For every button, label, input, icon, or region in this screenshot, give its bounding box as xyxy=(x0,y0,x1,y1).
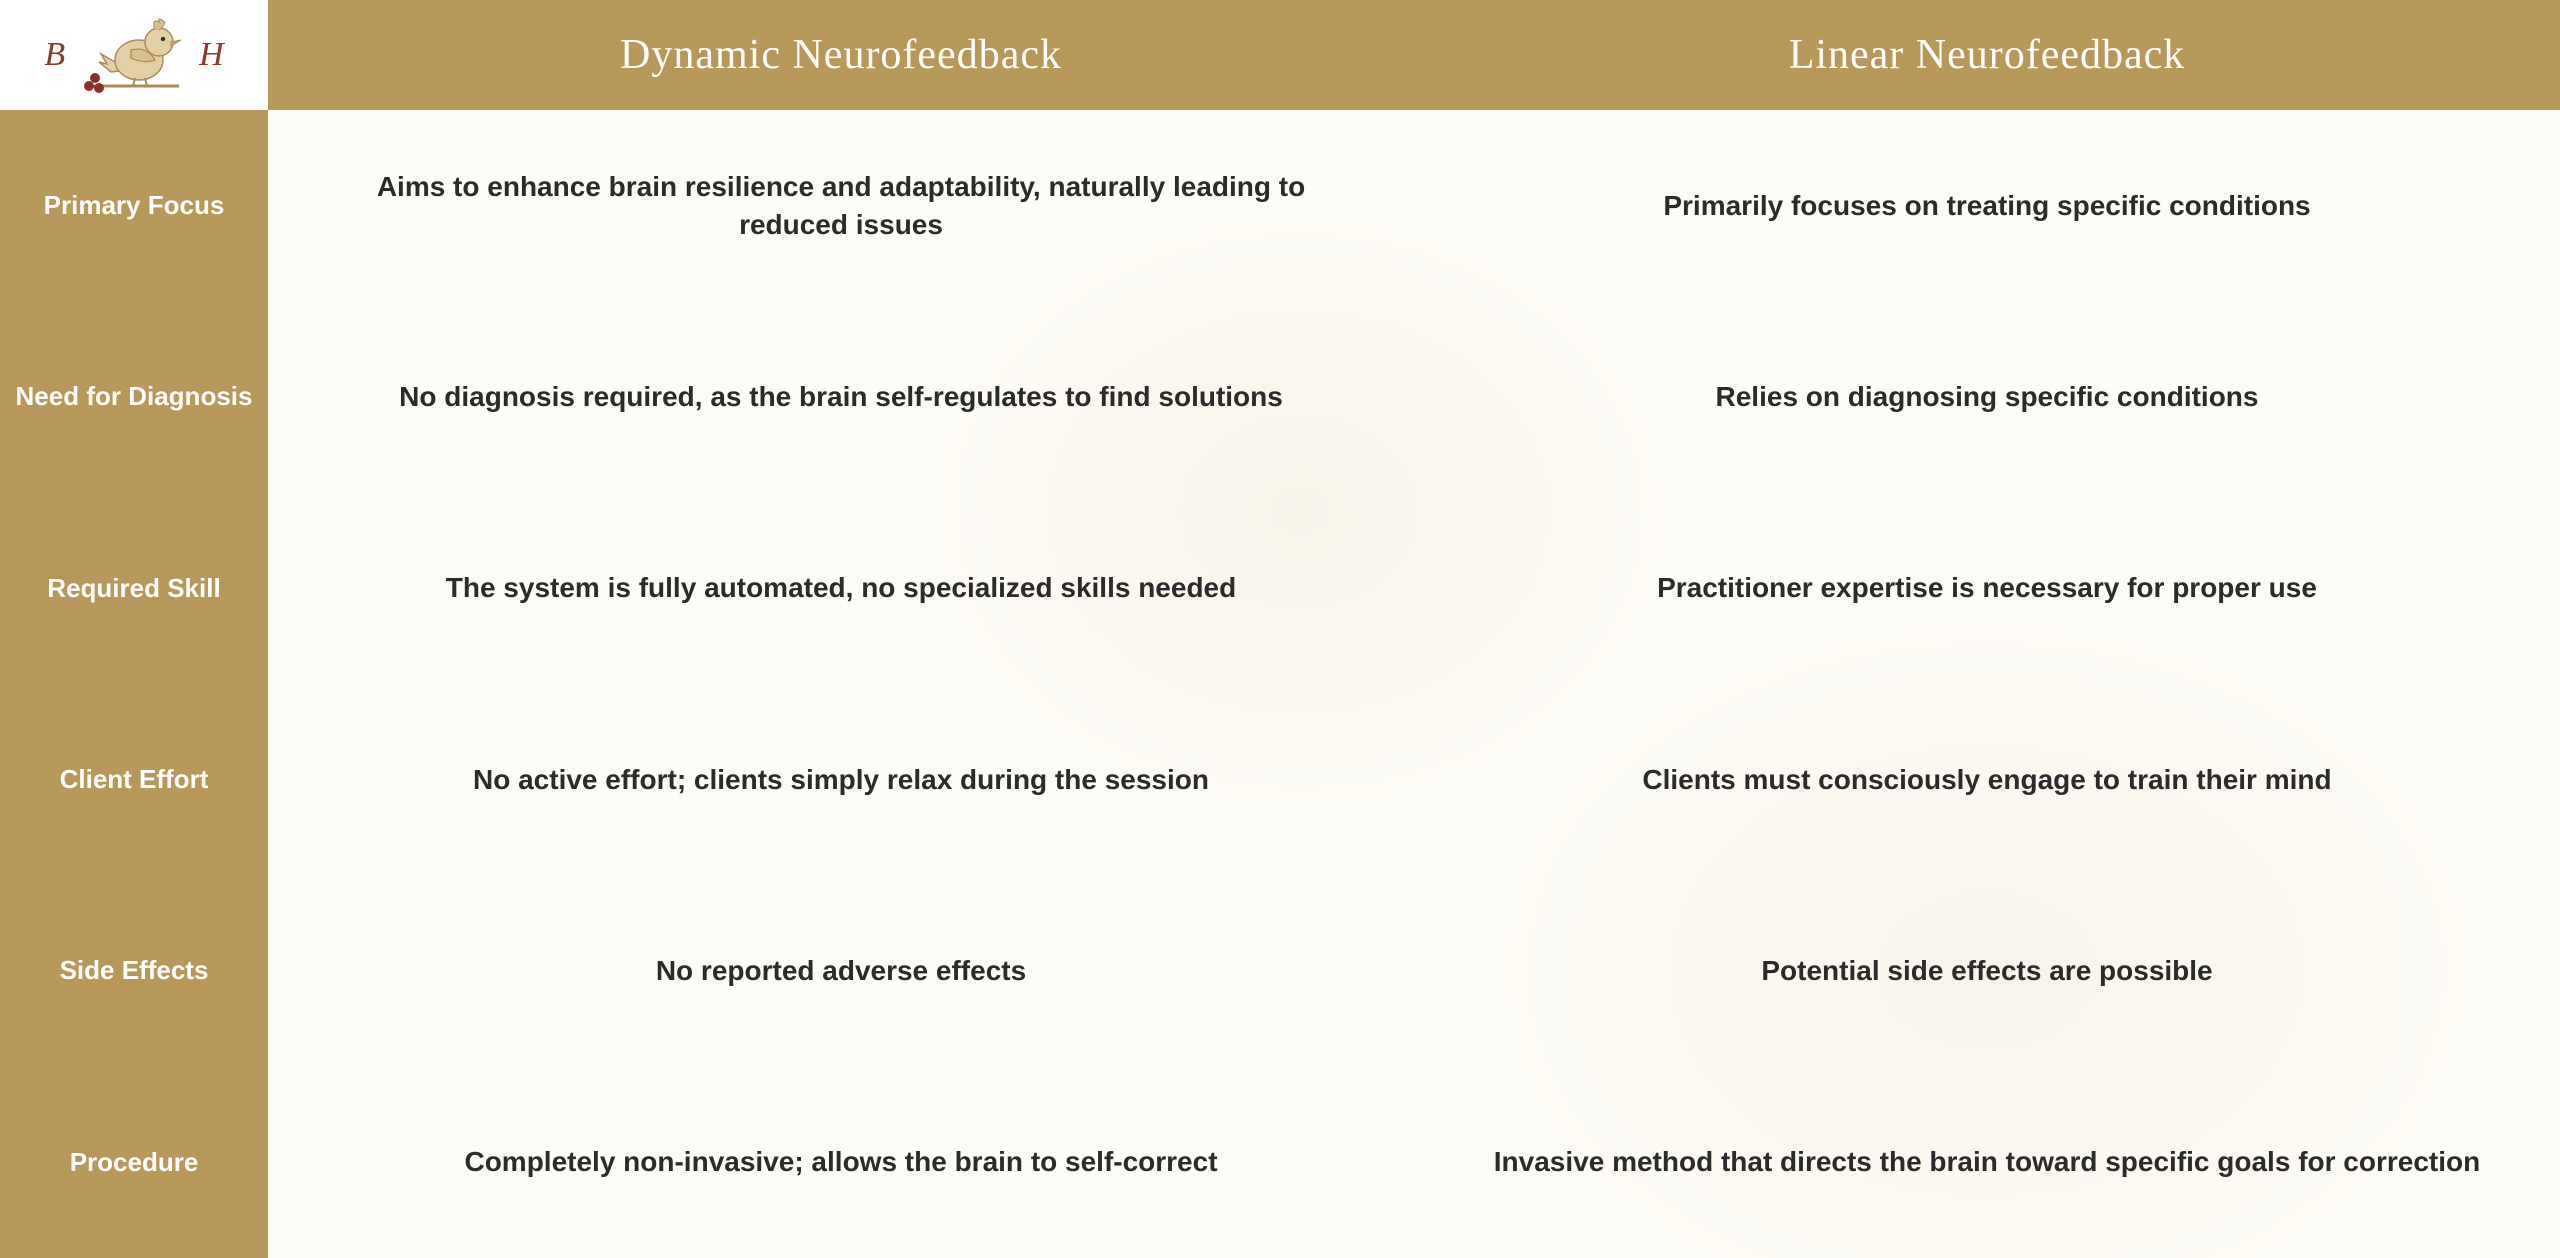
row-label-required-skill: Required Skill xyxy=(0,493,268,684)
row-label-procedure: Procedure xyxy=(0,1067,268,1258)
row-label-need-for-diagnosis: Need for Diagnosis xyxy=(0,301,268,492)
row-label-side-effects: Side Effects xyxy=(0,875,268,1066)
cell-side-effects-linear: Potential side effects are possible xyxy=(1414,875,2560,1066)
logo-letter-left: B xyxy=(44,36,65,74)
cell-primary-focus-dynamic: Aims to enhance brain resilience and ada… xyxy=(268,110,1414,301)
cell-skill-linear: Practitioner expertise is necessary for … xyxy=(1414,493,2560,684)
logo-letter-right: H xyxy=(199,36,224,74)
logo-cell: B xyxy=(0,0,268,110)
comparison-table: B xyxy=(0,0,2560,1258)
cell-effort-dynamic: No active effort; clients simply relax d… xyxy=(268,684,1414,875)
row-label-primary-focus: Primary Focus xyxy=(0,110,268,301)
row-label-client-effort: Client Effort xyxy=(0,684,268,875)
cell-diagnosis-dynamic: No diagnosis required, as the brain self… xyxy=(268,301,1414,492)
cell-side-effects-dynamic: No reported adverse effects xyxy=(268,875,1414,1066)
cell-diagnosis-linear: Relies on diagnosing specific conditions xyxy=(1414,301,2560,492)
cell-procedure-linear: Invasive method that directs the brain t… xyxy=(1414,1067,2560,1258)
cell-effort-linear: Clients must consciously engage to train… xyxy=(1414,684,2560,875)
column-header-dynamic: Dynamic Neurofeedback xyxy=(268,0,1414,110)
column-header-linear: Linear Neurofeedback xyxy=(1414,0,2560,110)
cell-skill-dynamic: The system is fully automated, no specia… xyxy=(268,493,1414,684)
bird-icon xyxy=(77,8,187,103)
cell-primary-focus-linear: Primarily focuses on treating specific c… xyxy=(1414,110,2560,301)
cell-procedure-dynamic: Completely non-invasive; allows the brai… xyxy=(268,1067,1414,1258)
